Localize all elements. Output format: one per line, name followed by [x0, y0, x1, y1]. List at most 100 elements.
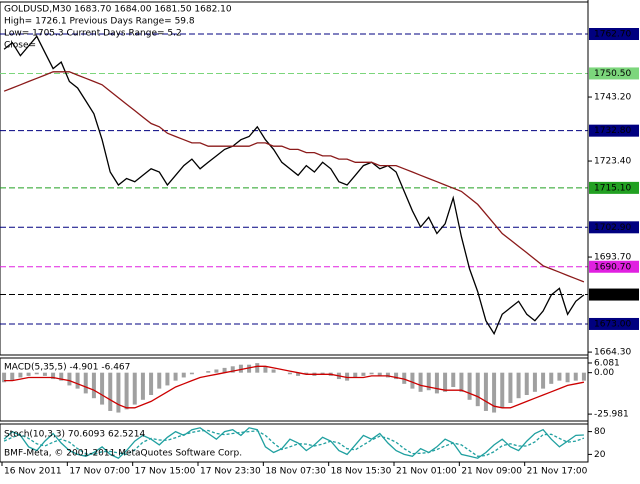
macd-bar: [214, 369, 219, 373]
macd-bar: [271, 369, 276, 373]
x-tick-label: 18 Nov 07:30: [265, 467, 326, 477]
macd-bar: [26, 372, 31, 376]
macd-bar: [91, 372, 96, 399]
level-label-box: [589, 124, 639, 137]
macd-bar: [108, 372, 113, 411]
macd-bar: [361, 372, 366, 376]
macd-bar: [492, 372, 497, 413]
macd-bar: [222, 367, 227, 373]
y-tick-label: 1693.70: [594, 253, 631, 263]
macd-bar: [541, 372, 546, 389]
macd-bar: [377, 372, 382, 376]
macd-bar: [385, 372, 390, 378]
macd-bar: [67, 372, 72, 386]
y-tick-label: 1743.20: [594, 93, 631, 103]
macd-bar: [173, 372, 178, 381]
macd-bar: [524, 372, 529, 396]
macd-bar: [353, 372, 358, 378]
macd-bar: [10, 372, 15, 381]
level-label: 1750.50: [594, 69, 631, 79]
macd-bar: [573, 372, 578, 381]
panel-title: Stoch(10,3,3) 70.6093 62.5214: [4, 430, 145, 440]
y-tick-label: 6.081: [594, 358, 620, 368]
level-label-box: [589, 317, 639, 330]
macd-bar: [263, 366, 268, 373]
macd-bar: [149, 372, 154, 396]
level-label-box: [589, 288, 639, 301]
x-tick-label: 17 Nov 07:00: [69, 467, 130, 477]
macd-bar: [369, 372, 374, 375]
level-label: 1690.70: [594, 262, 631, 272]
macd-bar: [345, 372, 350, 381]
macd-bar: [238, 364, 243, 373]
macd-bar: [51, 372, 56, 380]
level-label: 1682.10: [594, 290, 631, 300]
macd-bar: [100, 372, 105, 405]
macd-bar: [532, 372, 537, 392]
macd-bar: [75, 372, 80, 389]
macd-bar: [434, 372, 439, 394]
macd-bar: [467, 372, 472, 400]
macd-bar: [206, 371, 211, 373]
macd-bar: [2, 372, 7, 383]
stoch-signal: [3, 429, 585, 457]
level-label-box: [589, 260, 639, 273]
macd-bar: [34, 372, 39, 375]
macd-bar: [565, 372, 570, 383]
x-tick-label: 18 Nov 15:30: [331, 467, 392, 477]
macd-bar: [189, 372, 194, 375]
level-label-box: [589, 28, 639, 41]
level-label-box: [589, 67, 639, 80]
macd-bar: [402, 372, 407, 384]
level-label: 1732.80: [594, 126, 631, 136]
x-tick-label: 17 Nov 15:00: [135, 467, 196, 477]
level-label: 1702.90: [594, 223, 631, 233]
macd-bar: [459, 372, 464, 392]
y-tick-label: 1723.40: [594, 157, 631, 167]
macd-bar: [157, 372, 162, 389]
level-label-box: [589, 221, 639, 234]
macd-bar: [230, 366, 235, 373]
copyright: BMF-Meta, © 2001-2011 MetaQuotes Softwar…: [4, 449, 242, 459]
macd-bar: [581, 372, 586, 381]
x-tick-label: 17 Nov 23:30: [200, 467, 261, 477]
y-tick-label: -25.981: [594, 410, 629, 420]
x-tick-label: 21 Nov 09:00: [461, 467, 522, 477]
moving-average: [3, 71, 585, 283]
y-tick-label: 1664.30: [594, 348, 631, 358]
y-tick-label: 0.00: [594, 368, 614, 378]
panel-title: MACD(5,35,5) -4.901 -6.467: [4, 363, 130, 373]
y-tick-label: 20: [594, 450, 606, 460]
level-label: 1715.10: [594, 183, 631, 193]
macd-bar: [18, 372, 23, 378]
x-tick-label: 16 Nov 2011: [4, 467, 62, 477]
y-tick-label: 80: [594, 427, 606, 437]
macd-bar: [287, 372, 292, 375]
macd-bar: [132, 372, 137, 405]
macd-bar: [304, 372, 309, 375]
macd-bar: [516, 372, 521, 399]
macd-bar: [247, 364, 252, 373]
macd-bar: [508, 372, 513, 403]
macd-signal: [4, 365, 585, 409]
level-label-box: [589, 181, 639, 194]
macd-bar: [549, 372, 554, 384]
macd-bar: [475, 372, 480, 407]
macd-bar: [483, 372, 488, 411]
macd-bar: [500, 372, 505, 408]
macd-bar: [42, 372, 47, 376]
x-tick-label: 21 Nov 17:00: [527, 467, 588, 477]
stoch-main: [3, 427, 584, 459]
macd-bar: [83, 372, 88, 394]
macd-bar: [410, 372, 415, 389]
macd-bar: [165, 372, 170, 386]
macd-bar: [124, 372, 129, 410]
macd-bar: [181, 372, 186, 378]
chart-title: GOLDUSD,M30 1683.70 1684.00 1681.50 1682…: [4, 5, 232, 15]
macd-bar: [426, 372, 431, 391]
info-label: Low= 1705.3 Current Days Range= 5.2: [4, 29, 182, 39]
macd-bar: [140, 372, 145, 400]
x-tick-label: 21 Nov 01:00: [396, 467, 457, 477]
macd-bar: [296, 372, 301, 376]
